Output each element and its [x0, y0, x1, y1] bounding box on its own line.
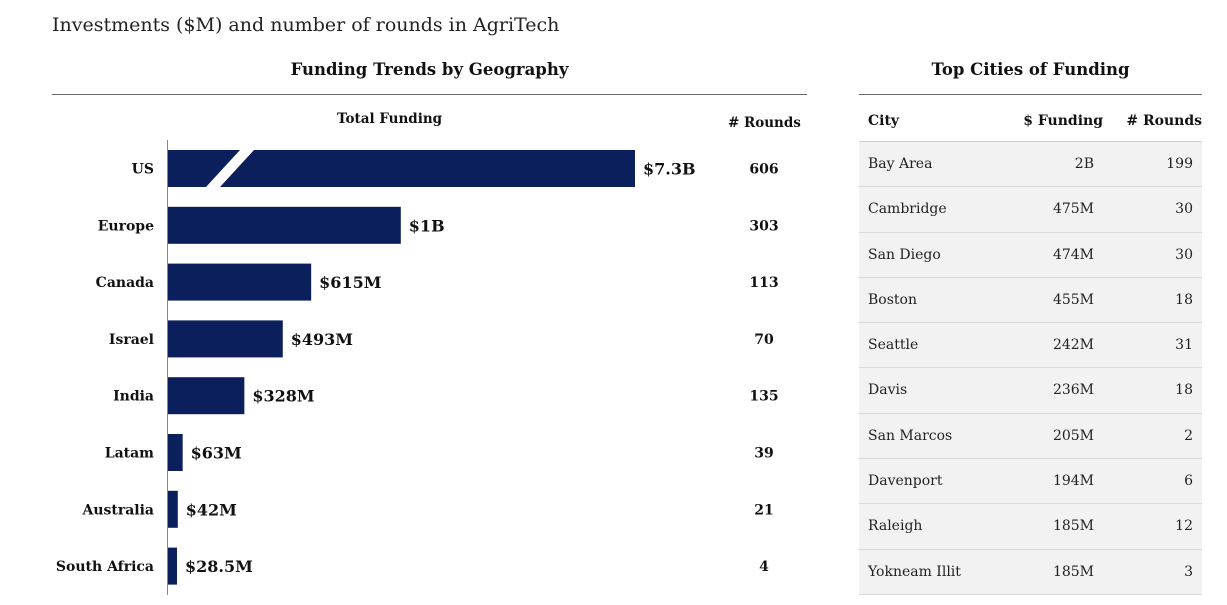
axis-break-mark: [206, 150, 254, 187]
city-cell: San Diego: [868, 246, 941, 263]
funding-cell: 455M: [1052, 291, 1094, 308]
rounds-value: 4: [759, 559, 769, 575]
rounds-value: 39: [754, 446, 773, 462]
bar-israel: [168, 320, 283, 358]
bar-canada: [168, 263, 312, 301]
cities-table-header: City $ Funding # Rounds: [859, 100, 1202, 142]
category-label: South Africa: [56, 559, 154, 575]
rounds-cell: 18: [1175, 382, 1193, 399]
funding-cell: 474M: [1052, 246, 1094, 263]
table-row: San Diego 474M 30: [859, 232, 1202, 278]
bar-india: [168, 377, 245, 415]
rounds-value: 606: [749, 162, 778, 178]
table-row: Bay Area 2B 199: [859, 142, 1202, 188]
city-cell: Boston: [868, 291, 917, 308]
city-cell: Davis: [868, 382, 908, 399]
rounds-cell: 199: [1166, 156, 1193, 172]
rounds-cell: 18: [1175, 291, 1193, 308]
table-row: Yokneam Illit 185M 3: [859, 549, 1202, 595]
rounds-value: 303: [749, 218, 778, 234]
bar-australia: [168, 490, 178, 528]
rounds-cell: 30: [1175, 246, 1193, 263]
city-cell: Yokneam Illit: [868, 563, 961, 580]
cities-table-body: Bay Area 2B 199 Cambridge 475M 30 San Diego 474…: [859, 142, 1202, 595]
value-label: $328M: [252, 387, 314, 406]
value-label: $28.5M: [185, 557, 253, 576]
value-label: $615M: [319, 273, 381, 292]
rounds-cell: 12: [1175, 518, 1193, 535]
total-funding-header: Total Funding: [337, 111, 443, 127]
value-label: $1B: [409, 216, 445, 235]
city-cell: Bay Area: [868, 156, 933, 172]
value-label: $63M: [191, 444, 242, 463]
table-row: Boston 455M 18: [859, 277, 1202, 324]
table-row: San Marcos 205M 2: [859, 413, 1202, 460]
city-cell: Davenport: [868, 473, 943, 490]
category-label: US: [132, 162, 154, 178]
city-cell: Raleigh: [868, 518, 923, 535]
rounds-cell: 6: [1184, 473, 1193, 490]
category-label: Australia: [81, 502, 154, 518]
funding-cell: 242M: [1052, 337, 1094, 354]
table-row: Raleigh 185M 12: [859, 504, 1202, 550]
rounds-value: 113: [749, 275, 778, 291]
category-label: Latam: [105, 446, 154, 462]
category-label: Canada: [96, 275, 154, 291]
cities-title-rule: [859, 94, 1202, 95]
category-label: Europe: [98, 218, 154, 234]
bar-europe: [168, 206, 401, 244]
page-title: Investments ($M) and number of rounds in…: [52, 14, 560, 36]
city-column-header: City: [868, 113, 900, 129]
funding-bar-chart: US $7.3B 606 Europe $1B 303 Canada $615M 113 Isra…: [56, 140, 779, 595]
rounds-cell: 31: [1175, 337, 1193, 354]
value-label: $493M: [291, 330, 353, 349]
funding-cell: 2B: [1074, 156, 1094, 172]
city-cell: Seattle: [868, 337, 919, 354]
funding-cell: 194M: [1052, 473, 1094, 490]
bar-south-africa: [168, 547, 177, 585]
rounds-cell: 30: [1175, 201, 1193, 218]
rounds-value: 70: [754, 332, 774, 348]
funding-column-header: $ Funding: [1023, 113, 1103, 129]
city-cell: San Marcos: [868, 427, 953, 444]
rounds-header: # Rounds: [728, 115, 801, 131]
value-label: $7.3B: [643, 160, 696, 179]
geography-title-rule: [52, 94, 807, 95]
table-row: Davis 236M 18: [859, 368, 1202, 414]
value-label: $42M: [186, 500, 237, 519]
table-row: Seattle 242M 31: [859, 323, 1202, 369]
geography-panel-title: Funding Trends by Geography: [290, 60, 569, 79]
table-row: Davenport 194M 6: [859, 459, 1202, 505]
funding-cell: 236M: [1052, 382, 1094, 399]
rounds-value: 21: [754, 502, 773, 518]
category-label: Israel: [109, 332, 154, 348]
funding-cell: 185M: [1052, 518, 1094, 535]
funding-cell: 205M: [1052, 427, 1094, 444]
table-row: Cambridge 475M 30: [859, 187, 1202, 233]
funding-cell: 185M: [1052, 563, 1094, 580]
bar-latam: [168, 434, 183, 471]
funding-cell: 475M: [1052, 201, 1094, 218]
city-cell: Cambridge: [868, 201, 947, 218]
rounds-cell: 2: [1184, 427, 1193, 444]
rounds-column-header: # Rounds: [1126, 113, 1202, 129]
rounds-cell: 3: [1184, 563, 1193, 580]
cities-panel-title: Top Cities of Funding: [931, 60, 1130, 79]
cities-table: City $ Funding # Rounds Bay Area 2B 199 Cam…: [859, 100, 1202, 595]
category-label: India: [113, 389, 154, 405]
rounds-value: 135: [749, 389, 778, 405]
